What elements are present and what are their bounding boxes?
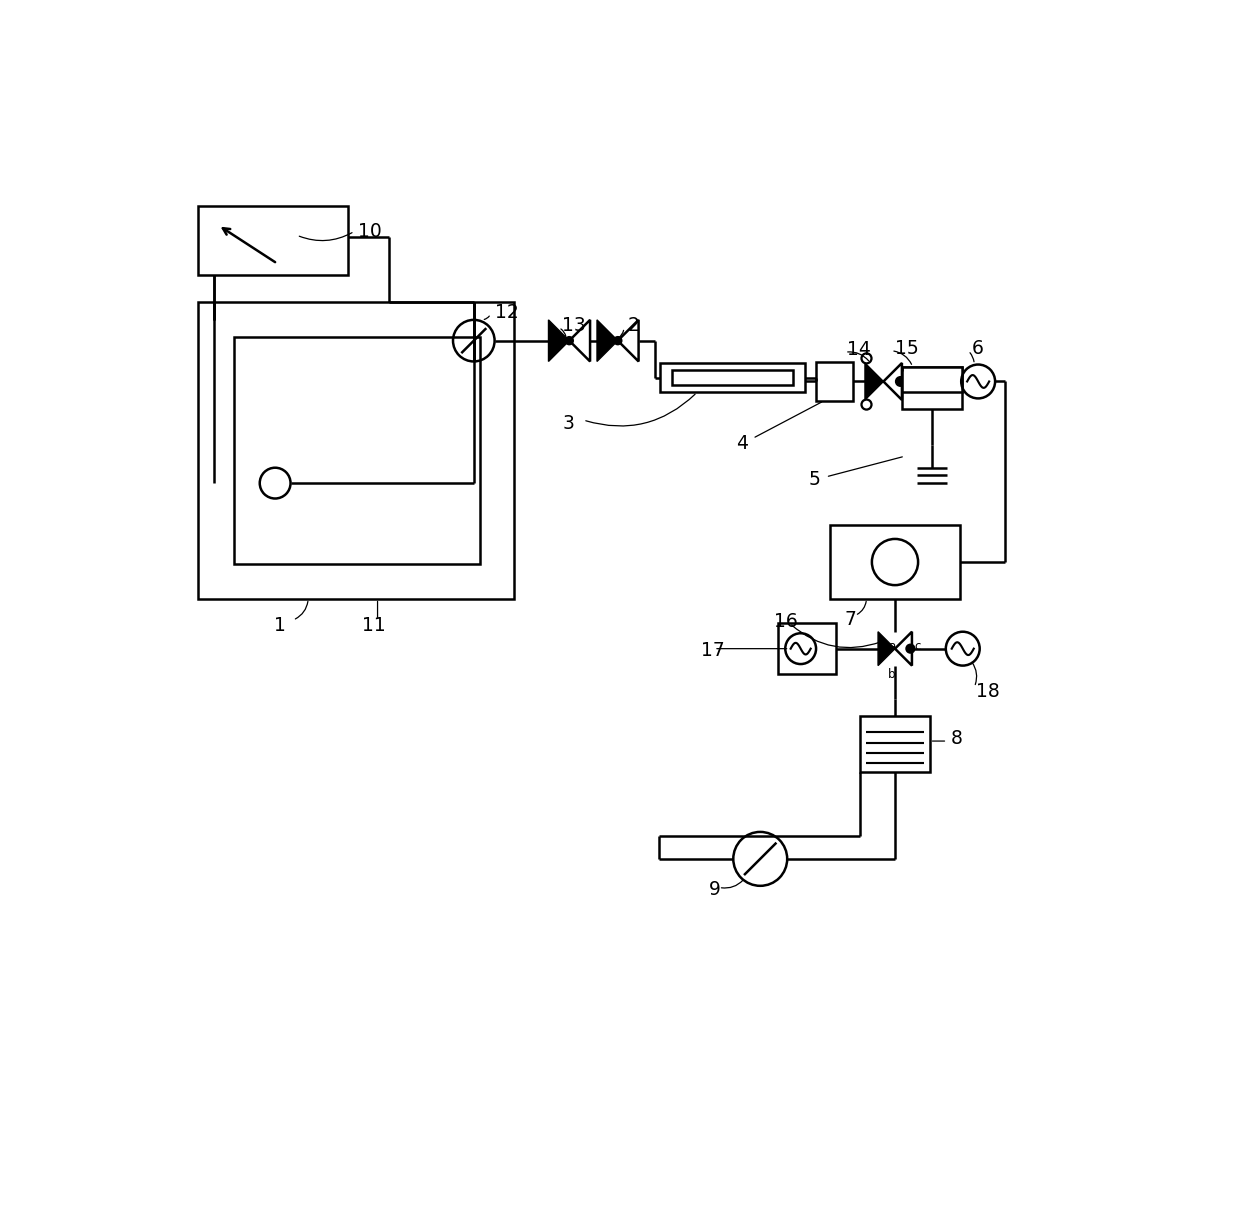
Text: 2: 2	[627, 316, 640, 335]
Circle shape	[614, 337, 621, 345]
Text: 8: 8	[951, 729, 963, 748]
Polygon shape	[596, 320, 618, 361]
Text: 4: 4	[735, 434, 748, 452]
Circle shape	[906, 644, 914, 653]
Circle shape	[565, 337, 573, 345]
Text: 15: 15	[895, 339, 919, 358]
Text: 3: 3	[563, 415, 574, 433]
Text: a: a	[888, 640, 895, 653]
Text: 1: 1	[274, 617, 285, 635]
Bar	[198, 206, 348, 276]
Bar	[198, 302, 513, 598]
Text: 9: 9	[708, 880, 720, 899]
Text: 5: 5	[808, 470, 821, 488]
Bar	[672, 370, 794, 386]
Polygon shape	[866, 363, 883, 400]
Text: 13: 13	[563, 316, 587, 335]
Bar	[901, 366, 962, 392]
Text: 18: 18	[976, 682, 999, 700]
Text: 12: 12	[495, 302, 518, 322]
Bar	[901, 366, 962, 409]
Bar	[233, 337, 480, 563]
Polygon shape	[878, 632, 895, 666]
Bar	[777, 624, 836, 675]
Circle shape	[897, 377, 905, 386]
Text: 11: 11	[362, 617, 386, 635]
Bar	[861, 717, 930, 771]
Text: 10: 10	[358, 221, 382, 241]
Bar	[816, 363, 853, 400]
Text: c: c	[914, 640, 920, 653]
Text: 17: 17	[701, 642, 724, 660]
Bar	[660, 363, 805, 392]
Text: 14: 14	[847, 341, 872, 359]
Text: b: b	[888, 669, 895, 682]
Text: 16: 16	[774, 612, 797, 631]
Text: 7: 7	[844, 609, 857, 629]
Text: 6: 6	[972, 339, 983, 358]
Polygon shape	[548, 320, 569, 361]
Bar	[830, 526, 961, 598]
